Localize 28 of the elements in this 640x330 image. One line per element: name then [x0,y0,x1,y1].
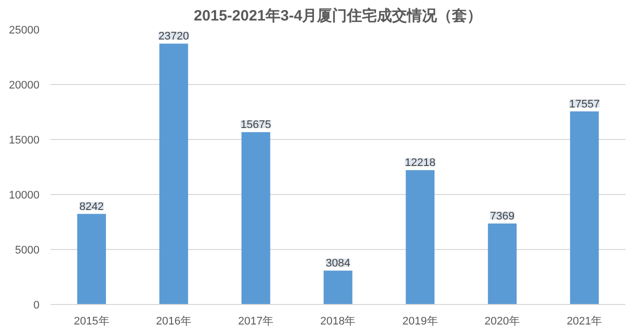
x-tick-label: 2018年 [320,316,356,328]
y-tick-label: 15000 [8,134,40,146]
data-label: 7369 [490,210,515,222]
x-tick-label: 2016年 [156,316,192,328]
y-tick-label: 25000 [8,24,40,36]
x-tick-label: 2015年 [74,316,110,328]
data-label: 15675 [240,119,272,132]
x-tick-label: 2020年 [484,316,520,328]
bar [77,214,106,304]
data-label: 12218 [404,157,436,170]
x-tick-label: 2017年 [238,316,274,328]
bar [159,44,188,304]
bar [488,223,517,304]
data-label: 3084 [326,258,350,270]
x-tick-label: 2021年 [566,316,602,328]
y-tick-label: 5000 [15,244,40,256]
x-tick-label: 2019年 [402,316,438,328]
bar [241,132,270,304]
data-label: 8242 [79,200,104,213]
bar [324,270,352,304]
y-tick-label: 20000 [8,80,40,92]
bar [570,111,599,304]
chart-title: 2015-2021年3-4月厦门住宅成交情况（套） [194,6,482,24]
bar [406,170,435,304]
y-tick-label: 0 [33,300,40,312]
y-tick-label: 10000 [8,190,40,202]
data-label: 23720 [158,30,190,43]
data-label: 17557 [569,98,600,110]
